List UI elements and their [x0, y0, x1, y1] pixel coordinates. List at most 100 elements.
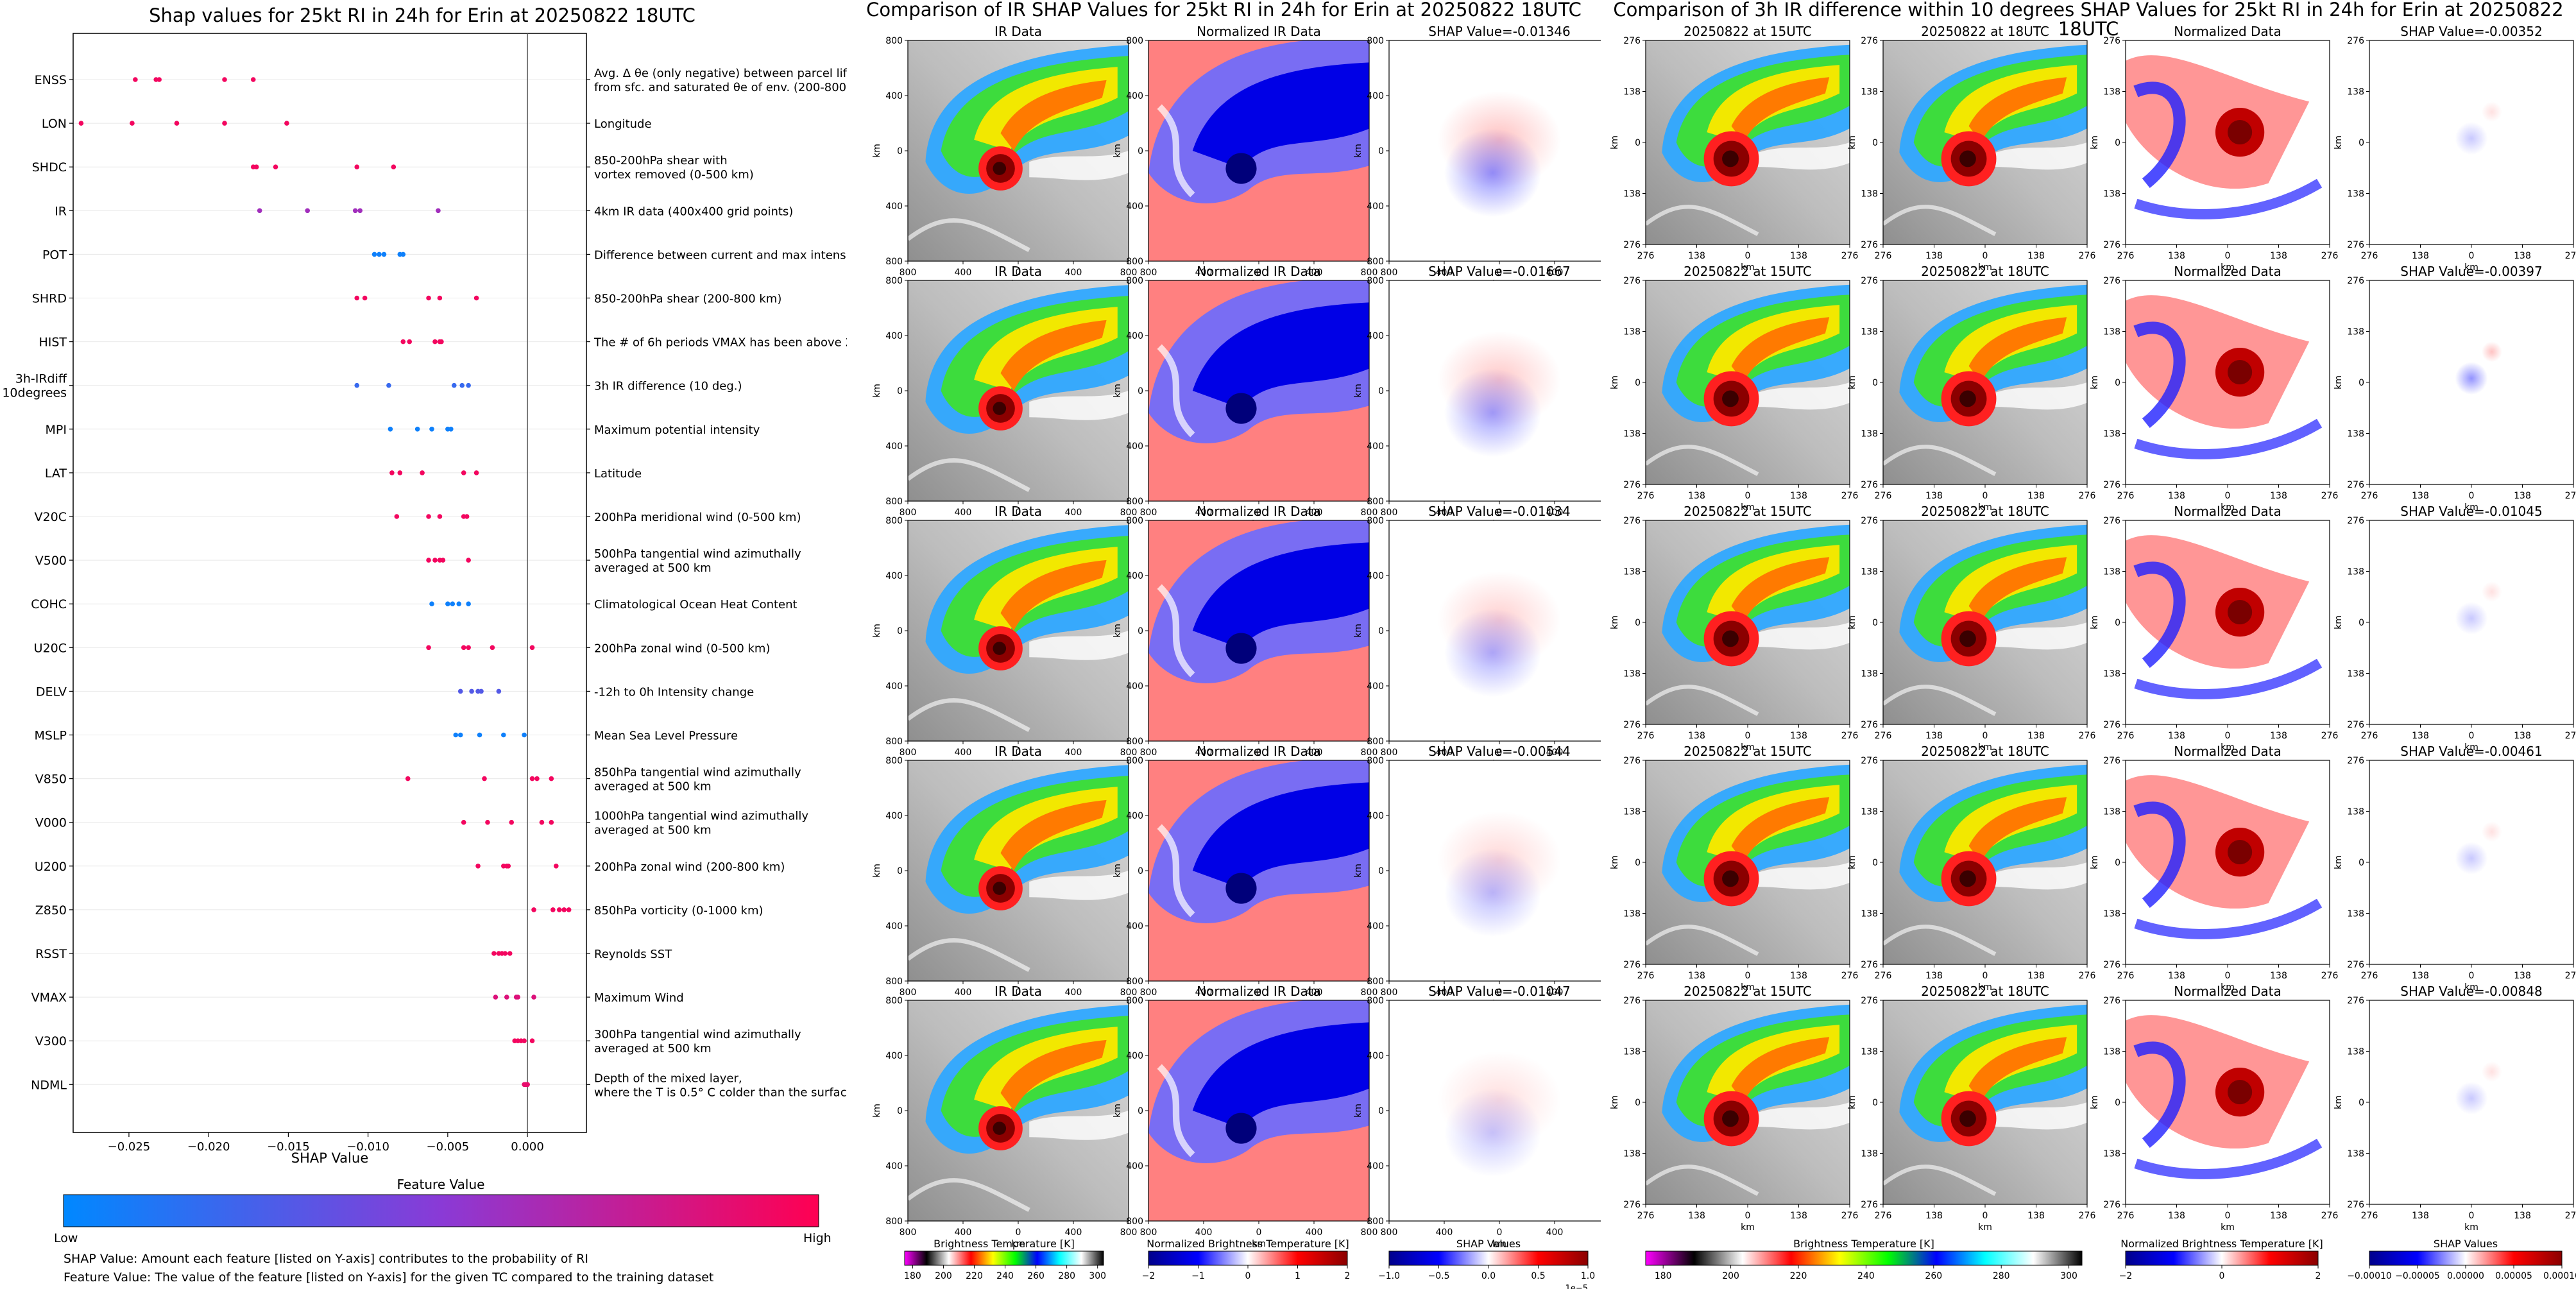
shap-point	[529, 1038, 535, 1043]
shap-point	[426, 295, 431, 301]
y-tick-label: 800	[885, 257, 903, 267]
x-tick-label: 138	[1790, 1211, 1807, 1221]
x-tick-label: 276	[2321, 1211, 2339, 1221]
x-tick-label: 400	[1195, 508, 1213, 518]
shap-point	[426, 558, 431, 563]
panel-title: 20250822 at 18UTC	[1921, 24, 2049, 39]
colorbar-tick-label: −1.0	[1378, 1271, 1400, 1281]
feature-label: SHRD	[32, 292, 67, 306]
y-tick-label: 276	[2347, 960, 2364, 970]
y-tick-label: 276	[2347, 240, 2364, 250]
feature-description: 850-200hPa shear (200-800 km)	[594, 293, 781, 306]
y-tick-label: 276	[2347, 720, 2364, 730]
shap-point	[459, 382, 465, 388]
x-tick-label: 276	[2565, 731, 2576, 741]
colorbar-high-label: High	[803, 1231, 832, 1245]
x-tick-label: 276	[1841, 251, 1859, 261]
y-axis-label: km	[1610, 375, 1620, 389]
x-tick-label: 400	[1306, 747, 1323, 758]
y-tick-label: 276	[1861, 756, 1878, 766]
y-tick-label: 800	[1367, 996, 1384, 1006]
y-tick-label: 0	[897, 146, 903, 157]
x-tick-label: 0	[1016, 747, 1021, 758]
y-axis-label: km	[2090, 135, 2100, 149]
shap-point	[553, 864, 559, 869]
shap-point	[464, 514, 470, 519]
y-tick-label: 0	[1872, 618, 1878, 628]
shap-point	[525, 1082, 530, 1088]
colorbar-tick-label: 240	[1857, 1271, 1875, 1281]
feature-label: NDML	[31, 1078, 67, 1092]
y-axis-label: km	[872, 624, 882, 638]
y-tick-label: 138	[1861, 669, 1878, 679]
panel-title: Normalized IR Data	[1197, 504, 1321, 519]
y-tick-label: 138	[1861, 567, 1878, 577]
shap-point	[506, 864, 511, 869]
y-tick-label: 400	[1367, 1051, 1384, 1061]
feature-label: COHC	[31, 597, 67, 611]
y-tick-label: 800	[885, 497, 903, 507]
y-tick-label: 276	[1861, 36, 1878, 46]
panel-title: SHAP Value=-0.00352	[2400, 24, 2542, 39]
x-tick-label: 138	[2270, 491, 2287, 501]
irdiff-colorbars: Brightness Temperature [K] 180 200 220 240 26…	[1645, 1238, 2576, 1281]
y-axis-label: km	[1353, 864, 1363, 878]
x-tick-label: 276	[2321, 731, 2339, 741]
panel-title: SHAP Value=-0.01047	[1428, 984, 1570, 999]
panel-title: SHAP Value=-0.01045	[2400, 504, 2542, 519]
x-tick-label: 0	[1745, 731, 1751, 741]
feature-description: 200hPa meridional wind (0-500 km)	[594, 511, 801, 524]
ir-image	[1646, 1000, 1850, 1204]
y-tick-label: 138	[1623, 909, 1641, 919]
x-tick-label: 0	[1016, 268, 1021, 278]
y-tick-label: 400	[1126, 91, 1143, 101]
y-tick-label: 138	[1623, 327, 1641, 337]
feature-description: Longitude	[594, 117, 652, 131]
x-tick-label: 0	[1745, 1211, 1751, 1221]
y-tick-label: 276	[2347, 276, 2364, 286]
x-axis-label: km	[1978, 262, 1992, 273]
ir-comparison-grid: IR Data80040004008008004000400800kmkmNor…	[872, 24, 1601, 1289]
x-axis-label: km	[2464, 1222, 2478, 1233]
ir-row: IR Data80040004008008004000400800kmkmNor…	[872, 24, 1601, 289]
y-tick-label: 0	[2115, 1098, 2120, 1108]
y-tick-label: 0	[2358, 378, 2364, 388]
normalized-image	[2126, 40, 2330, 244]
x-tick-label: 400	[1436, 1227, 1453, 1238]
y-tick-label: 0	[1378, 626, 1384, 636]
x-tick-label: −0.010	[346, 1140, 389, 1154]
y-tick-label: 276	[1861, 1200, 1878, 1210]
feature-description: Reynolds SST	[594, 948, 672, 961]
shap-point	[357, 208, 363, 214]
ir-image	[908, 1000, 1129, 1221]
shap-point	[362, 295, 368, 301]
y-axis-label: km	[1610, 615, 1620, 629]
shap-point	[305, 208, 311, 214]
y-tick-label: 276	[2347, 1200, 2364, 1210]
shap-point	[482, 776, 487, 781]
shap-point	[400, 252, 406, 257]
y-tick-label: 800	[885, 737, 903, 747]
x-axis-label: km	[2464, 502, 2478, 513]
x-tick-label: 800	[900, 987, 917, 998]
panel-title: Normalized Data	[2174, 24, 2282, 39]
y-tick-label: 0	[1635, 1098, 1641, 1108]
y-axis-label: km	[872, 144, 882, 158]
shap-point	[466, 382, 471, 388]
feature-description: 200hPa zonal wind (0-500 km)	[594, 642, 771, 655]
y-axis-label: km	[1353, 1104, 1363, 1118]
shap-point	[388, 427, 393, 432]
x-tick-label: 138	[2412, 731, 2429, 741]
panel-title: 20250822 at 15UTC	[1684, 744, 1812, 759]
x-tick-label: 400	[955, 1227, 972, 1238]
colorbar-tick-label: −0.00005	[2395, 1271, 2440, 1281]
shap-point	[475, 864, 481, 869]
shap-point	[405, 776, 411, 781]
y-tick-label: 0	[2115, 378, 2120, 388]
shap-point	[432, 558, 438, 563]
shap-image	[1389, 280, 1601, 501]
y-tick-label: 276	[2103, 720, 2120, 730]
feature-description: -12h to 0h Intensity change	[594, 685, 754, 699]
y-tick-label: 138	[2347, 189, 2364, 200]
ir-image	[1883, 1000, 2087, 1204]
